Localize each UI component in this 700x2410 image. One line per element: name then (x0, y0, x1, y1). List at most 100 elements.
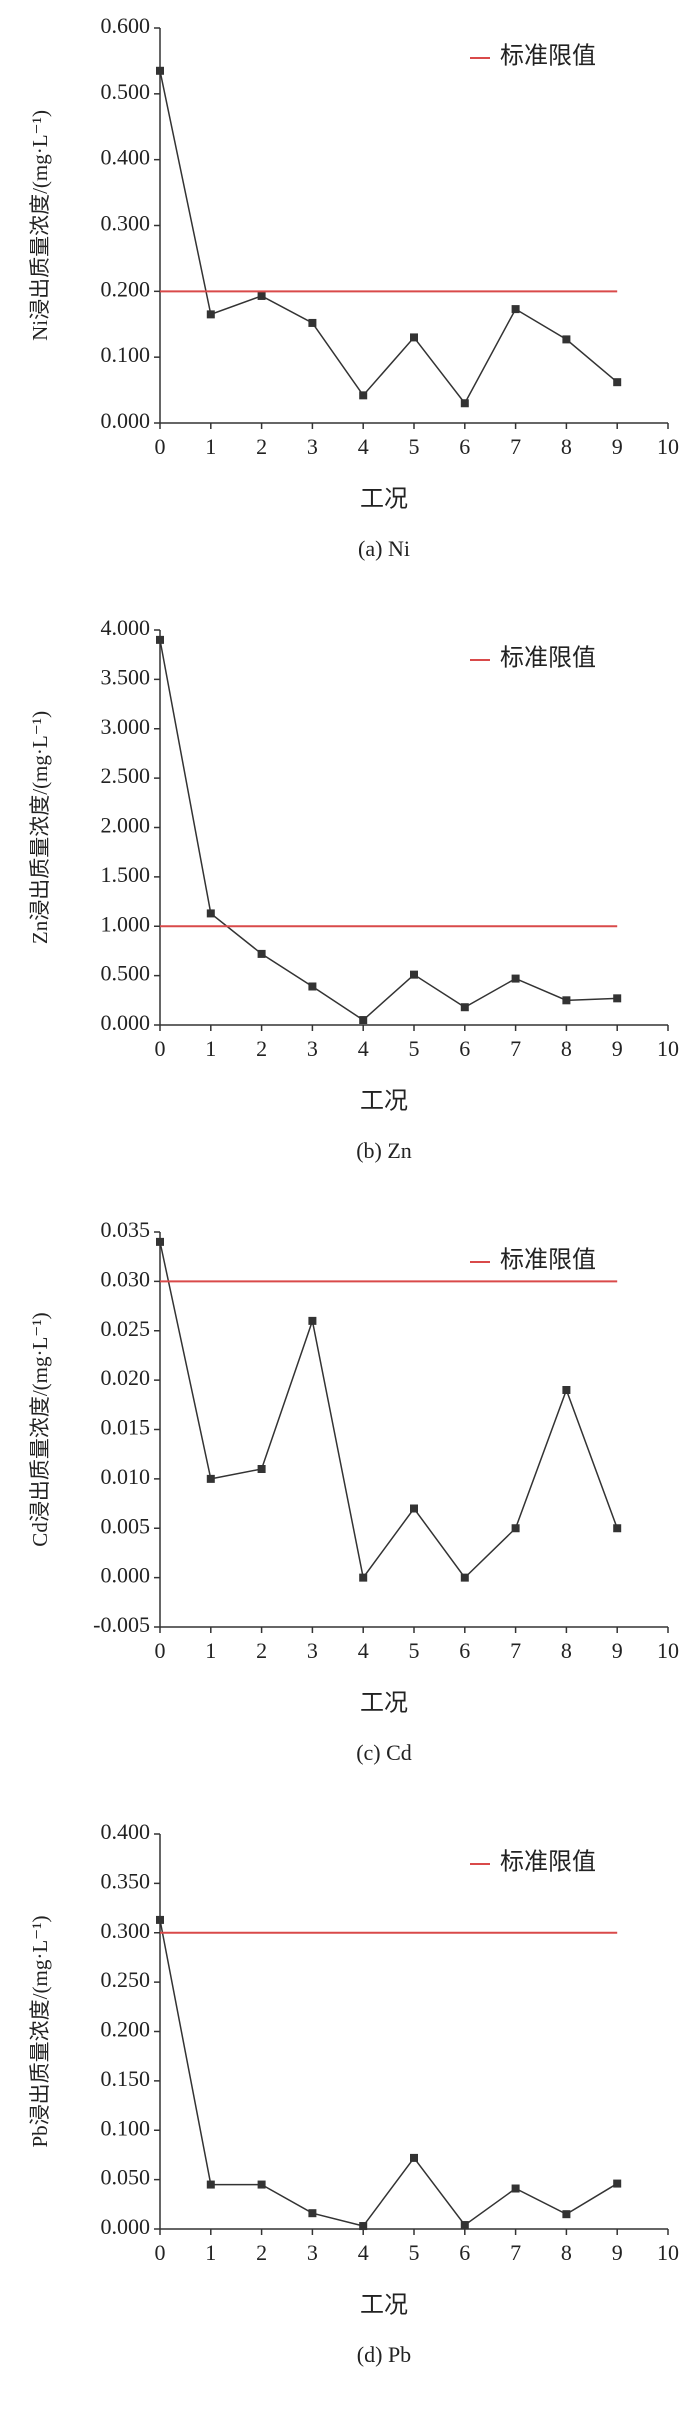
data-point (257, 291, 266, 300)
data-point (562, 996, 571, 1005)
x-tick-label: 3 (307, 1638, 318, 1663)
x-tick-label: 6 (459, 434, 470, 459)
data-point (562, 335, 571, 344)
x-tick-label: 0 (155, 1036, 166, 1061)
x-tick-label: 8 (561, 1638, 572, 1663)
y-tick-label: 2.500 (101, 763, 151, 788)
x-axis-label: 工况 (360, 1691, 408, 1717)
y-tick-label: 3.000 (101, 714, 151, 739)
data-point (613, 1524, 622, 1533)
legend-label: 标准限值 (500, 645, 596, 672)
y-tick-label: 0.300 (101, 211, 151, 236)
x-axis-label: 工况 (360, 2293, 408, 2319)
data-point (511, 1524, 520, 1533)
series-line (159, 1919, 618, 2227)
x-tick-label: 3 (307, 434, 318, 459)
legend-label: 标准限值 (500, 43, 596, 70)
x-tick-label: 9 (612, 2240, 623, 2265)
y-tick-label: 0.000 (101, 408, 151, 433)
series-line (159, 70, 618, 405)
series-line (159, 639, 618, 1022)
data-point (156, 66, 164, 75)
series-line (159, 1241, 618, 1580)
data-point (613, 994, 622, 1003)
y-tick-label: 0.100 (101, 2115, 151, 2140)
x-tick-label: 7 (510, 1638, 521, 1663)
y-tick-label: 0.500 (101, 961, 151, 986)
x-tick-label: 8 (561, 434, 572, 459)
y-tick-label: 0.500 (101, 79, 151, 104)
data-point (257, 1465, 266, 1473)
x-tick-label: 8 (561, 1036, 572, 1061)
data-point (410, 970, 418, 979)
data-point (511, 974, 520, 983)
x-tick-label: 0 (155, 1638, 166, 1663)
x-tick-label: 6 (459, 2240, 470, 2265)
data-point (308, 2209, 317, 2218)
y-tick-label: 0.100 (101, 342, 151, 367)
data-point (156, 1237, 164, 1246)
caption: (b) Zn (356, 1138, 412, 1163)
x-tick-label: 4 (358, 2240, 369, 2265)
x-tick-label: 6 (459, 1638, 470, 1663)
y-tick-label: 1.500 (101, 862, 151, 887)
x-tick-label: 7 (510, 2240, 521, 2265)
x-tick-label: 10 (657, 434, 679, 459)
x-tick-label: 5 (409, 434, 420, 459)
x-tick-label: 4 (358, 434, 369, 459)
y-tick-label: 0.350 (101, 1868, 151, 1893)
x-tick-label: 6 (459, 1036, 470, 1061)
data-point (410, 1504, 418, 1513)
y-tick-label: 0.200 (101, 276, 151, 301)
data-point (206, 2180, 215, 2189)
data-point (257, 949, 266, 958)
data-point (511, 2184, 520, 2193)
data-point (359, 1573, 368, 1582)
x-tick-label: 5 (409, 1036, 420, 1061)
y-tick-label: 4.000 (101, 615, 151, 640)
x-tick-label: 2 (256, 2240, 267, 2265)
x-tick-label: 1 (205, 1036, 216, 1061)
chart-panel: -0.005 0.000 0.005 0.010 0.015 0.020 0.025 0.03… (28, 1217, 679, 1765)
y-tick-label: 3.500 (101, 664, 151, 689)
y-tick-label: 0.035 (101, 1217, 151, 1242)
x-axis-label: 工况 (360, 487, 408, 513)
data-point (359, 2222, 368, 2231)
data-point (308, 982, 317, 991)
data-point (562, 2210, 571, 2219)
y-tick-label: 0.050 (101, 2165, 151, 2190)
y-tick-label: 0.000 (101, 2214, 151, 2239)
data-point (257, 2180, 266, 2189)
y-axis-label: Cd浸出质量浓度/(mg·L⁻¹) (28, 1312, 52, 1546)
data-point (206, 909, 215, 918)
x-tick-label: 10 (657, 1036, 679, 1061)
data-point (410, 333, 418, 342)
x-tick-label: 2 (256, 434, 267, 459)
chart-panel: 0.000 0.100 0.200 0.300 0.400 0.500 0.600 0 1 2 3 4… (28, 13, 679, 561)
caption: (d) Pb (357, 2342, 411, 2367)
x-tick-label: 4 (358, 1036, 369, 1061)
y-tick-label: 0.400 (101, 145, 151, 170)
x-tick-label: 4 (358, 1638, 369, 1663)
y-tick-label: 0.030 (101, 1266, 151, 1291)
y-tick-label: 0.000 (101, 1563, 151, 1588)
data-point (410, 2153, 418, 2162)
y-tick-label: 2.000 (101, 813, 151, 838)
x-tick-label: 9 (612, 1638, 623, 1663)
data-point (206, 1474, 215, 1483)
x-tick-label: 0 (155, 434, 166, 459)
x-tick-label: 10 (657, 2240, 679, 2265)
data-point (156, 1915, 164, 1924)
y-tick-label: 0.005 (101, 1513, 151, 1538)
data-point (562, 1386, 571, 1394)
chart-panel: 0.000 0.050 0.100 0.150 0.200 0.250 0.300 0.350… (28, 1819, 679, 2367)
x-tick-label: 1 (205, 1638, 216, 1663)
data-point (460, 2221, 469, 2230)
y-tick-label: 0.400 (101, 1819, 151, 1844)
legend-label: 标准限值 (500, 1849, 596, 1876)
x-tick-label: 1 (205, 434, 216, 459)
x-tick-label: 2 (256, 1036, 267, 1061)
data-point (359, 1016, 368, 1025)
data-point (308, 318, 317, 327)
